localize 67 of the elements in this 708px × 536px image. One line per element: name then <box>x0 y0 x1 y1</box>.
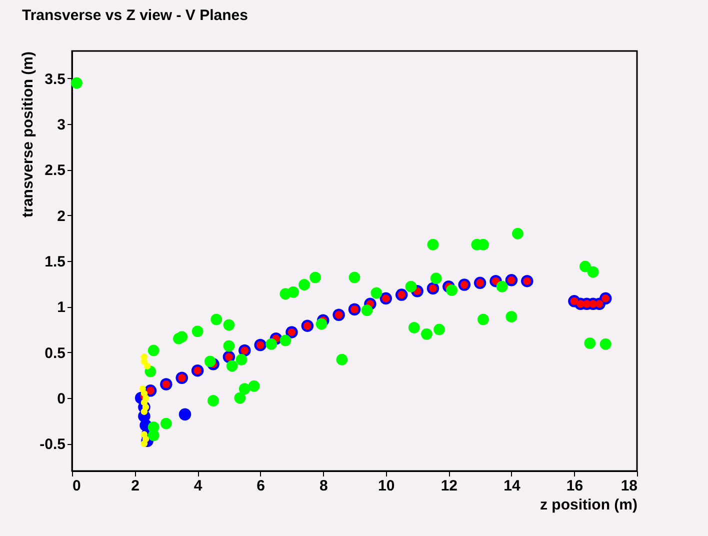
point <box>496 280 508 292</box>
y-tick-label: 3.5 <box>44 70 66 88</box>
point <box>446 284 458 296</box>
y-tick-label: 3 <box>57 116 66 134</box>
chart-title: Transverse vs Z view - V Planes <box>22 7 248 24</box>
y-tick-label: 1.5 <box>44 254 66 270</box>
point <box>408 322 420 334</box>
x-tick-label: 16 <box>566 478 584 494</box>
point <box>234 392 246 404</box>
y-tick-label: 0 <box>57 390 66 408</box>
y-tick-label: -0.5 <box>40 436 66 454</box>
point <box>176 331 188 342</box>
point <box>236 354 248 366</box>
point <box>223 319 235 331</box>
point <box>226 360 238 372</box>
point <box>208 395 219 406</box>
x-tick-label: 0 <box>72 478 81 494</box>
point <box>584 337 596 349</box>
point <box>477 314 489 326</box>
point <box>361 304 373 316</box>
point <box>266 338 278 350</box>
point <box>506 311 518 322</box>
point <box>348 272 360 284</box>
x-tick-label: 18 <box>620 478 638 494</box>
point <box>310 272 321 284</box>
point <box>280 334 292 346</box>
point <box>427 238 439 250</box>
y-axis-title: transverse position (m) <box>20 52 37 218</box>
point <box>405 280 417 292</box>
x-tick-label: 14 <box>504 478 521 494</box>
point <box>587 266 599 278</box>
point <box>148 344 160 356</box>
point <box>288 286 299 298</box>
x-tick-label: 10 <box>378 478 395 494</box>
y-tick-label: 2.5 <box>44 162 66 180</box>
point <box>248 380 260 392</box>
point <box>434 324 445 336</box>
point <box>192 326 204 337</box>
point <box>71 77 82 89</box>
point <box>178 408 192 421</box>
point <box>238 383 250 395</box>
y-tick-label: 2 <box>57 208 66 225</box>
point <box>140 408 148 415</box>
y-tick-label: 0.5 <box>44 344 66 362</box>
point <box>298 279 310 290</box>
point <box>582 300 591 308</box>
point <box>336 354 348 366</box>
point <box>210 314 222 326</box>
point <box>420 328 432 340</box>
point <box>512 228 524 240</box>
point <box>148 430 160 442</box>
point <box>370 287 382 299</box>
point <box>316 318 328 330</box>
x-tick-label: 6 <box>256 478 266 494</box>
point <box>160 418 172 430</box>
point <box>430 272 442 284</box>
point <box>600 338 612 350</box>
x-tick-label: 12 <box>440 478 458 494</box>
point <box>223 340 235 352</box>
x-tick-label: 8 <box>319 478 328 494</box>
x-tick-label: 4 <box>194 478 203 494</box>
point <box>580 260 591 272</box>
point <box>204 356 216 368</box>
x-tick-label: 2 <box>131 478 140 494</box>
y-tick-label: 1 <box>57 299 66 316</box>
x-axis-title: z position (m) <box>540 496 638 514</box>
point <box>144 362 151 370</box>
